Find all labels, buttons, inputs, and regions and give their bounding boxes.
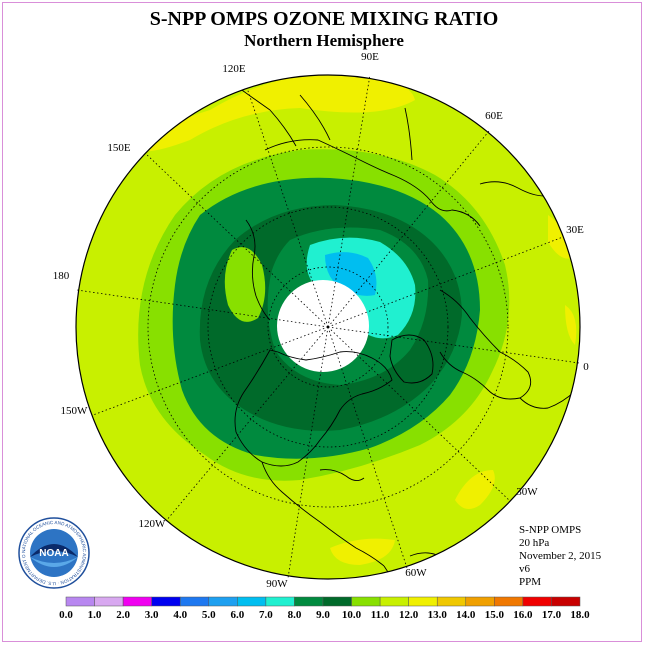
colorbar-tick-label: 0.0	[59, 609, 73, 621]
field-12-13-patch	[455, 470, 495, 509]
colorbar-swatch	[494, 596, 524, 607]
colorbar-tick-label: 2.0	[116, 609, 130, 621]
north-america-coast	[234, 349, 393, 467]
colorbar-tick-label: 16.0	[513, 609, 533, 621]
lon-label-90w: 90W	[266, 578, 288, 590]
field-12-13-patch	[565, 305, 577, 345]
info-units: PPM	[519, 576, 542, 588]
colorbar-swatch	[151, 596, 181, 607]
lon-label-120w: 120W	[139, 518, 167, 530]
africa-coast	[519, 389, 577, 409]
bering-coast	[245, 219, 271, 321]
colorbar-tick-label: 14.0	[456, 609, 476, 621]
colorbar-tick-label: 12.0	[399, 609, 419, 621]
noaa-logo-text: NOAA	[39, 548, 68, 559]
info-level: 20 hPa	[519, 537, 550, 549]
central-america-coast	[261, 461, 385, 567]
lon-label-60w: 60W	[405, 567, 427, 579]
lon-label-0: 0	[583, 361, 589, 373]
colorbar-tick-label: 1.0	[88, 609, 102, 621]
china-coast	[299, 94, 331, 141]
europe-coast	[439, 289, 532, 400]
ozone-field	[76, 75, 580, 579]
figure-frame	[2, 2, 642, 642]
lon-label-30e: 30E	[566, 224, 584, 236]
colorbar-tick-label: 9.0	[316, 609, 330, 621]
gulf-coast	[319, 469, 365, 481]
colorbar-tick-label: 8.0	[288, 609, 302, 621]
graticule	[76, 74, 580, 579]
colorbar-swatch	[94, 596, 124, 607]
colorbar-swatch	[551, 596, 581, 607]
colorbar-tick-label: 4.0	[173, 609, 187, 621]
greenland-coast	[389, 334, 434, 384]
india-coast	[404, 107, 413, 161]
colorbar-swatch	[322, 596, 352, 607]
colorbar-ticks: 0.0 1.0 2.0 3.0 4.0 5.0 6.0 7.0 8.0 9.0 10.0 11.0 12…	[59, 609, 590, 621]
colorbar-tick-label: 7.0	[259, 609, 273, 621]
asia-coast	[264, 139, 481, 227]
colorbar-swatch	[237, 596, 267, 607]
info-date: November 2, 2015	[519, 550, 602, 562]
colorbar-swatch	[465, 596, 495, 607]
map-info: S-NPP OMPS 20 hPa November 2, 2015 v6 PP…	[519, 524, 601, 589]
colorbar-swatch	[294, 596, 324, 607]
colorbar-tick-label: 11.0	[371, 609, 390, 621]
colorbar-tick-label: 18.0	[570, 609, 590, 621]
info-version: v6	[519, 563, 530, 575]
colorbar-tick-label: 17.0	[542, 609, 562, 621]
info-instrument: S-NPP OMPS	[519, 524, 582, 536]
map-subtitle: Northern Hemisphere	[244, 31, 404, 50]
field-lobe	[224, 247, 266, 322]
colorbar-swatch	[436, 596, 467, 607]
colorbar-swatch	[379, 596, 409, 607]
colorbar-swatch	[522, 596, 552, 607]
lon-label-30w: 30W	[516, 486, 538, 498]
colorbar-tick-label: 3.0	[145, 609, 159, 621]
field-12-13-patch	[140, 75, 415, 152]
colorbar-swatch	[408, 596, 438, 607]
lon-label-150e: 150E	[107, 142, 131, 154]
colorbar-swatch	[65, 596, 95, 607]
colorbar-swatch	[122, 596, 152, 607]
colorbar-tick-label: 5.0	[202, 609, 216, 621]
lon-label-150w: 150W	[61, 405, 89, 417]
colorbar-tick-label: 6.0	[230, 609, 244, 621]
noaa-logo: NOAA NATIONAL OCEANIC AND ATMOSPHERIC AD…	[18, 517, 90, 589]
colorbar-tick-label: 15.0	[485, 609, 505, 621]
colorbar-swatch	[265, 596, 295, 607]
lon-label-60e: 60E	[485, 110, 503, 122]
colorbar-swatch	[351, 596, 381, 607]
colorbar-swatch	[179, 596, 210, 607]
colorbar-swatch	[208, 596, 238, 607]
map-title: S-NPP OMPS OZONE MIXING RATIO	[149, 8, 499, 30]
map-boundary	[75, 74, 581, 580]
lon-label-90e: 90E	[361, 51, 379, 63]
lon-label-180: 180	[53, 270, 70, 282]
lon-label-120e: 120E	[222, 63, 246, 75]
colorbar-tick-label: 13.0	[428, 609, 448, 621]
colorbar-swatches	[65, 596, 581, 607]
colorbar-tick-label: 10.0	[342, 609, 362, 621]
field-12-13-patch	[548, 215, 572, 259]
